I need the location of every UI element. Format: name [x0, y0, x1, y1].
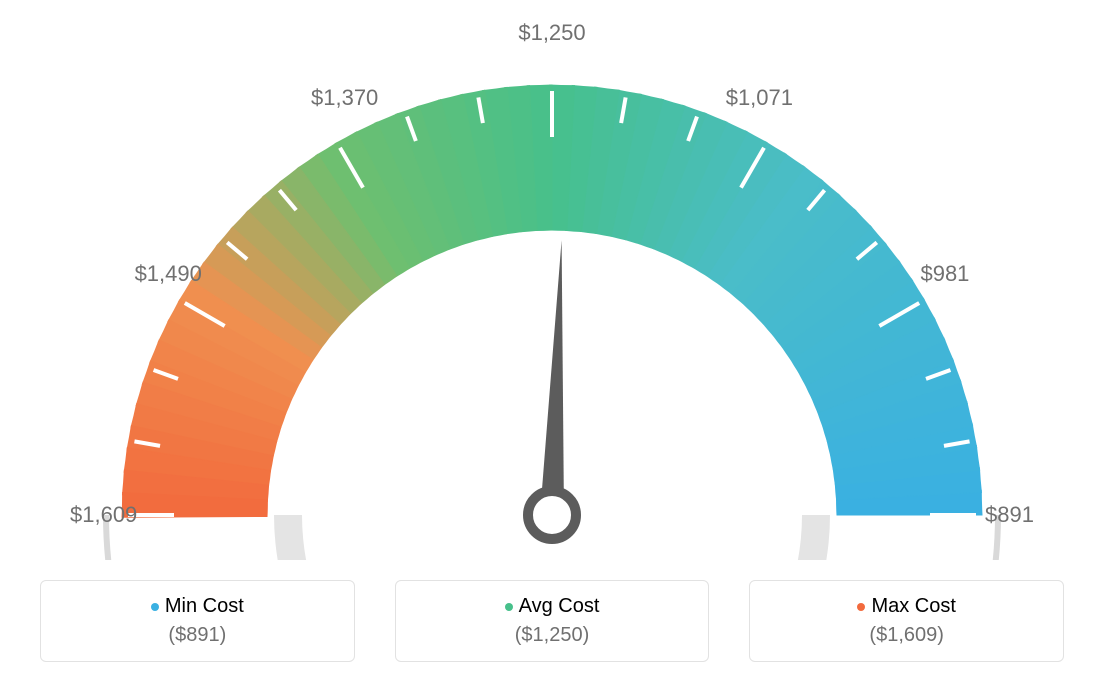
dot-icon [857, 603, 865, 611]
legend-title-text: Max Cost [871, 595, 955, 617]
tick-label: $1,370 [311, 85, 378, 111]
legend-title-text: Avg Cost [519, 595, 600, 617]
legend-value-max: ($1,609) [760, 624, 1053, 647]
legend-card-avg: Avg Cost ($1,250) [395, 580, 710, 662]
tick-label: $1,250 [518, 20, 585, 46]
tick-label: $1,071 [726, 85, 793, 111]
legend-card-max: Max Cost ($1,609) [749, 580, 1064, 662]
legend-card-min: Min Cost ($891) [40, 580, 355, 662]
dot-icon [505, 603, 513, 611]
legend-title-text: Min Cost [165, 595, 244, 617]
tick-label: $1,609 [70, 502, 137, 528]
legend-title-max: Max Cost [760, 595, 1053, 618]
needle [540, 240, 564, 515]
needle-hub [528, 491, 576, 539]
legend-row: Min Cost ($891) Avg Cost ($1,250) Max Co… [0, 560, 1104, 662]
legend-title-avg: Avg Cost [406, 595, 699, 618]
tick-label: $1,490 [135, 261, 202, 287]
gauge-chart: $891 $981 $1,071 $1,250 $1,370 $1,490 $1,609 [0, 0, 1104, 560]
dot-icon [151, 603, 159, 611]
tick-label: $981 [920, 261, 969, 287]
legend-title-min: Min Cost [51, 595, 344, 618]
tick-label: $891 [985, 502, 1034, 528]
legend-value-min: ($891) [51, 624, 344, 647]
legend-value-avg: ($1,250) [406, 624, 699, 647]
